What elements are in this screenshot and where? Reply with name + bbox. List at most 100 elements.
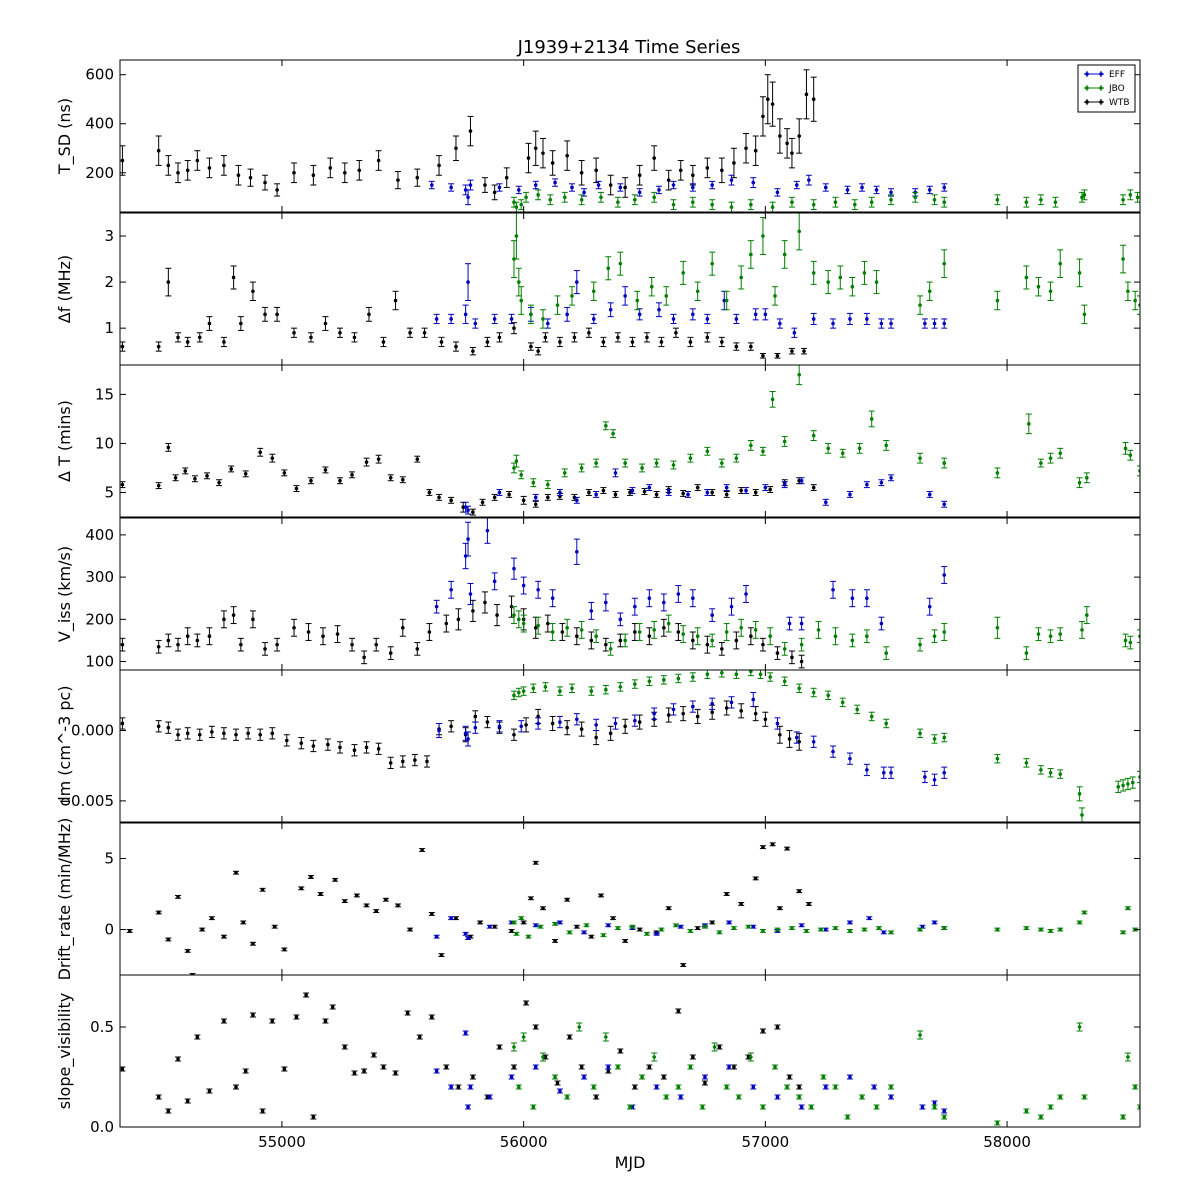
data-point (675, 585, 682, 603)
data-point (846, 491, 853, 498)
data-point (515, 185, 522, 195)
data-point (646, 484, 653, 492)
data-point (530, 478, 537, 488)
data-point (469, 346, 476, 356)
data-point (307, 875, 314, 879)
data-point (588, 631, 595, 650)
series-wtb (120, 442, 817, 516)
data-point (513, 454, 520, 468)
data-point (1035, 276, 1042, 297)
data-point (631, 679, 638, 689)
data-point (788, 137, 795, 169)
data-point (728, 174, 735, 186)
data-point (658, 927, 665, 932)
data-point (375, 742, 382, 755)
data-point (747, 240, 754, 269)
data-point (607, 725, 614, 741)
panel-frame (119, 517, 1141, 671)
data-point (469, 1074, 476, 1080)
series-eff (433, 1030, 948, 1114)
data-point (830, 318, 837, 329)
data-point (298, 737, 305, 750)
data-point (513, 213, 520, 260)
data-point (356, 160, 363, 181)
data-point (747, 199, 754, 211)
data-point (462, 304, 469, 325)
data-point (808, 1104, 815, 1110)
data-point (718, 670, 725, 678)
data-point (863, 589, 870, 608)
data-point (875, 926, 882, 931)
data-point (1078, 807, 1085, 822)
data-point (1120, 194, 1127, 206)
data-point (854, 704, 861, 715)
data-point (888, 766, 895, 779)
data-point (880, 930, 887, 935)
data-point (518, 286, 525, 315)
data-point (627, 1104, 633, 1110)
data-point (888, 194, 895, 206)
data-point (832, 926, 839, 931)
data-point (532, 923, 539, 928)
data-point (426, 623, 433, 641)
data-point (510, 1042, 517, 1052)
data-point (1076, 920, 1083, 925)
data-point (465, 1104, 472, 1110)
x-tick-label: 57000 (741, 1133, 789, 1151)
data-point (772, 1064, 779, 1070)
data-point (1083, 606, 1090, 625)
data-point (689, 672, 696, 682)
data-point (723, 484, 730, 492)
data-point (542, 332, 549, 343)
data-point (677, 160, 684, 181)
data-point (491, 572, 498, 591)
data-point (433, 599, 440, 614)
data-point (759, 446, 766, 456)
data-point (687, 336, 694, 348)
data-point (622, 938, 629, 943)
data-point (663, 286, 670, 306)
data-point (443, 614, 450, 633)
data-point (764, 74, 771, 125)
data-point (1037, 194, 1044, 206)
data-point (578, 194, 585, 206)
data-point (585, 327, 592, 338)
data-point (701, 1080, 708, 1086)
data-point (677, 924, 684, 929)
data-point (994, 616, 1001, 639)
data-point (747, 342, 754, 351)
data-point (846, 920, 853, 925)
data-point (704, 635, 711, 654)
data-point (672, 327, 679, 338)
data-point (670, 313, 677, 325)
data-point (883, 718, 890, 729)
data-point (220, 727, 227, 740)
data-point (610, 429, 617, 439)
data-point (588, 601, 595, 620)
series-wtb (120, 700, 803, 770)
x-tick-label: 58000 (983, 1133, 1031, 1151)
data-point (465, 521, 472, 557)
data-point (506, 491, 513, 498)
data-point (568, 286, 575, 306)
data-point (704, 313, 711, 325)
data-point (593, 491, 600, 498)
data-point (921, 770, 928, 784)
data-point (680, 625, 687, 644)
data-point (752, 308, 759, 321)
data-point (614, 1064, 621, 1070)
y-tick-label: 600 (85, 66, 114, 84)
data-point (863, 481, 870, 489)
data-point (208, 725, 215, 739)
data-point (622, 286, 629, 306)
data-point (931, 629, 938, 644)
data-point (245, 727, 252, 740)
data-point (1037, 1114, 1044, 1120)
data-point (1035, 627, 1042, 641)
data-point (617, 612, 624, 627)
data-point (455, 1084, 462, 1090)
data-point (810, 430, 817, 442)
data-point (917, 728, 924, 739)
data-point (614, 196, 621, 208)
data-point (774, 717, 781, 730)
